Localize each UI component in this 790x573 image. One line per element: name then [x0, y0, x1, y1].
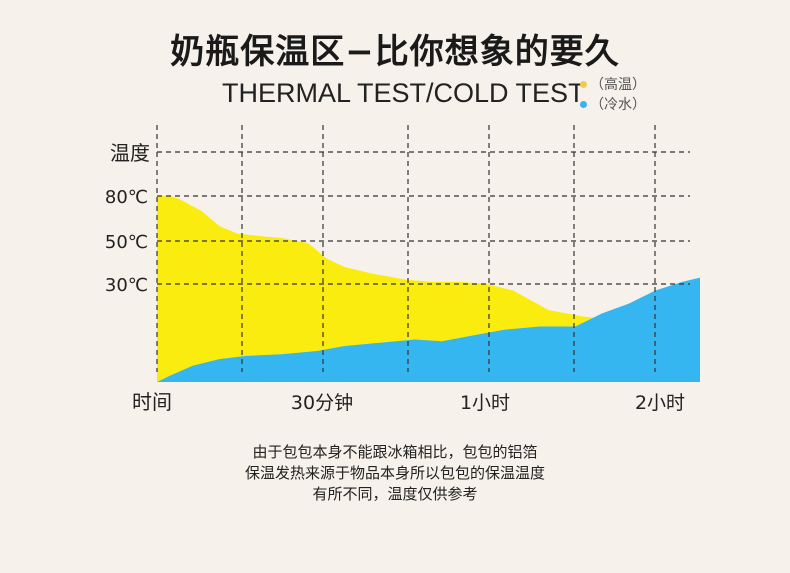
y-tick-label: 80℃ [105, 187, 148, 208]
x-axis-label: 时间 [132, 390, 172, 414]
x-tick-label: 2小时 [635, 392, 685, 414]
legend: （高温） （冷水） [580, 74, 646, 114]
y-tick-label: 50℃ [105, 232, 148, 253]
legend-label-cold: （冷水） [590, 97, 646, 113]
legend-item-hot: （高温） [580, 74, 646, 94]
caption: 由于包包本身不能跟冰箱相比，包包的铝箔 保温发热来源于物品本身所以包包的保温温度… [0, 442, 790, 505]
y-axis-label: 温度 [110, 141, 150, 165]
caption-line-3: 有所不同，温度仅供参考 [312, 485, 478, 503]
caption-line-2: 保温发热来源于物品本身所以包包的保温温度 [244, 464, 545, 482]
page-subtitle: THERMAL TEST/COLD TEST [222, 78, 585, 108]
caption-line-1: 由于包包本身不能跟冰箱相比，包包的铝箔 [252, 443, 538, 461]
legend-item-cold: （冷水） [580, 94, 646, 114]
x-tick-label: 1小时 [460, 392, 510, 414]
legend-dot-hot-icon [580, 80, 587, 88]
x-tick-label: 30分钟 [291, 392, 353, 414]
legend-label-hot: （高温） [590, 77, 646, 93]
y-tick-label: 30℃ [105, 275, 148, 296]
page-title: 奶瓶保温区−比你想象的要久 [170, 32, 620, 72]
legend-dot-cold-icon [580, 100, 587, 108]
series-area-cold [157, 277, 700, 382]
